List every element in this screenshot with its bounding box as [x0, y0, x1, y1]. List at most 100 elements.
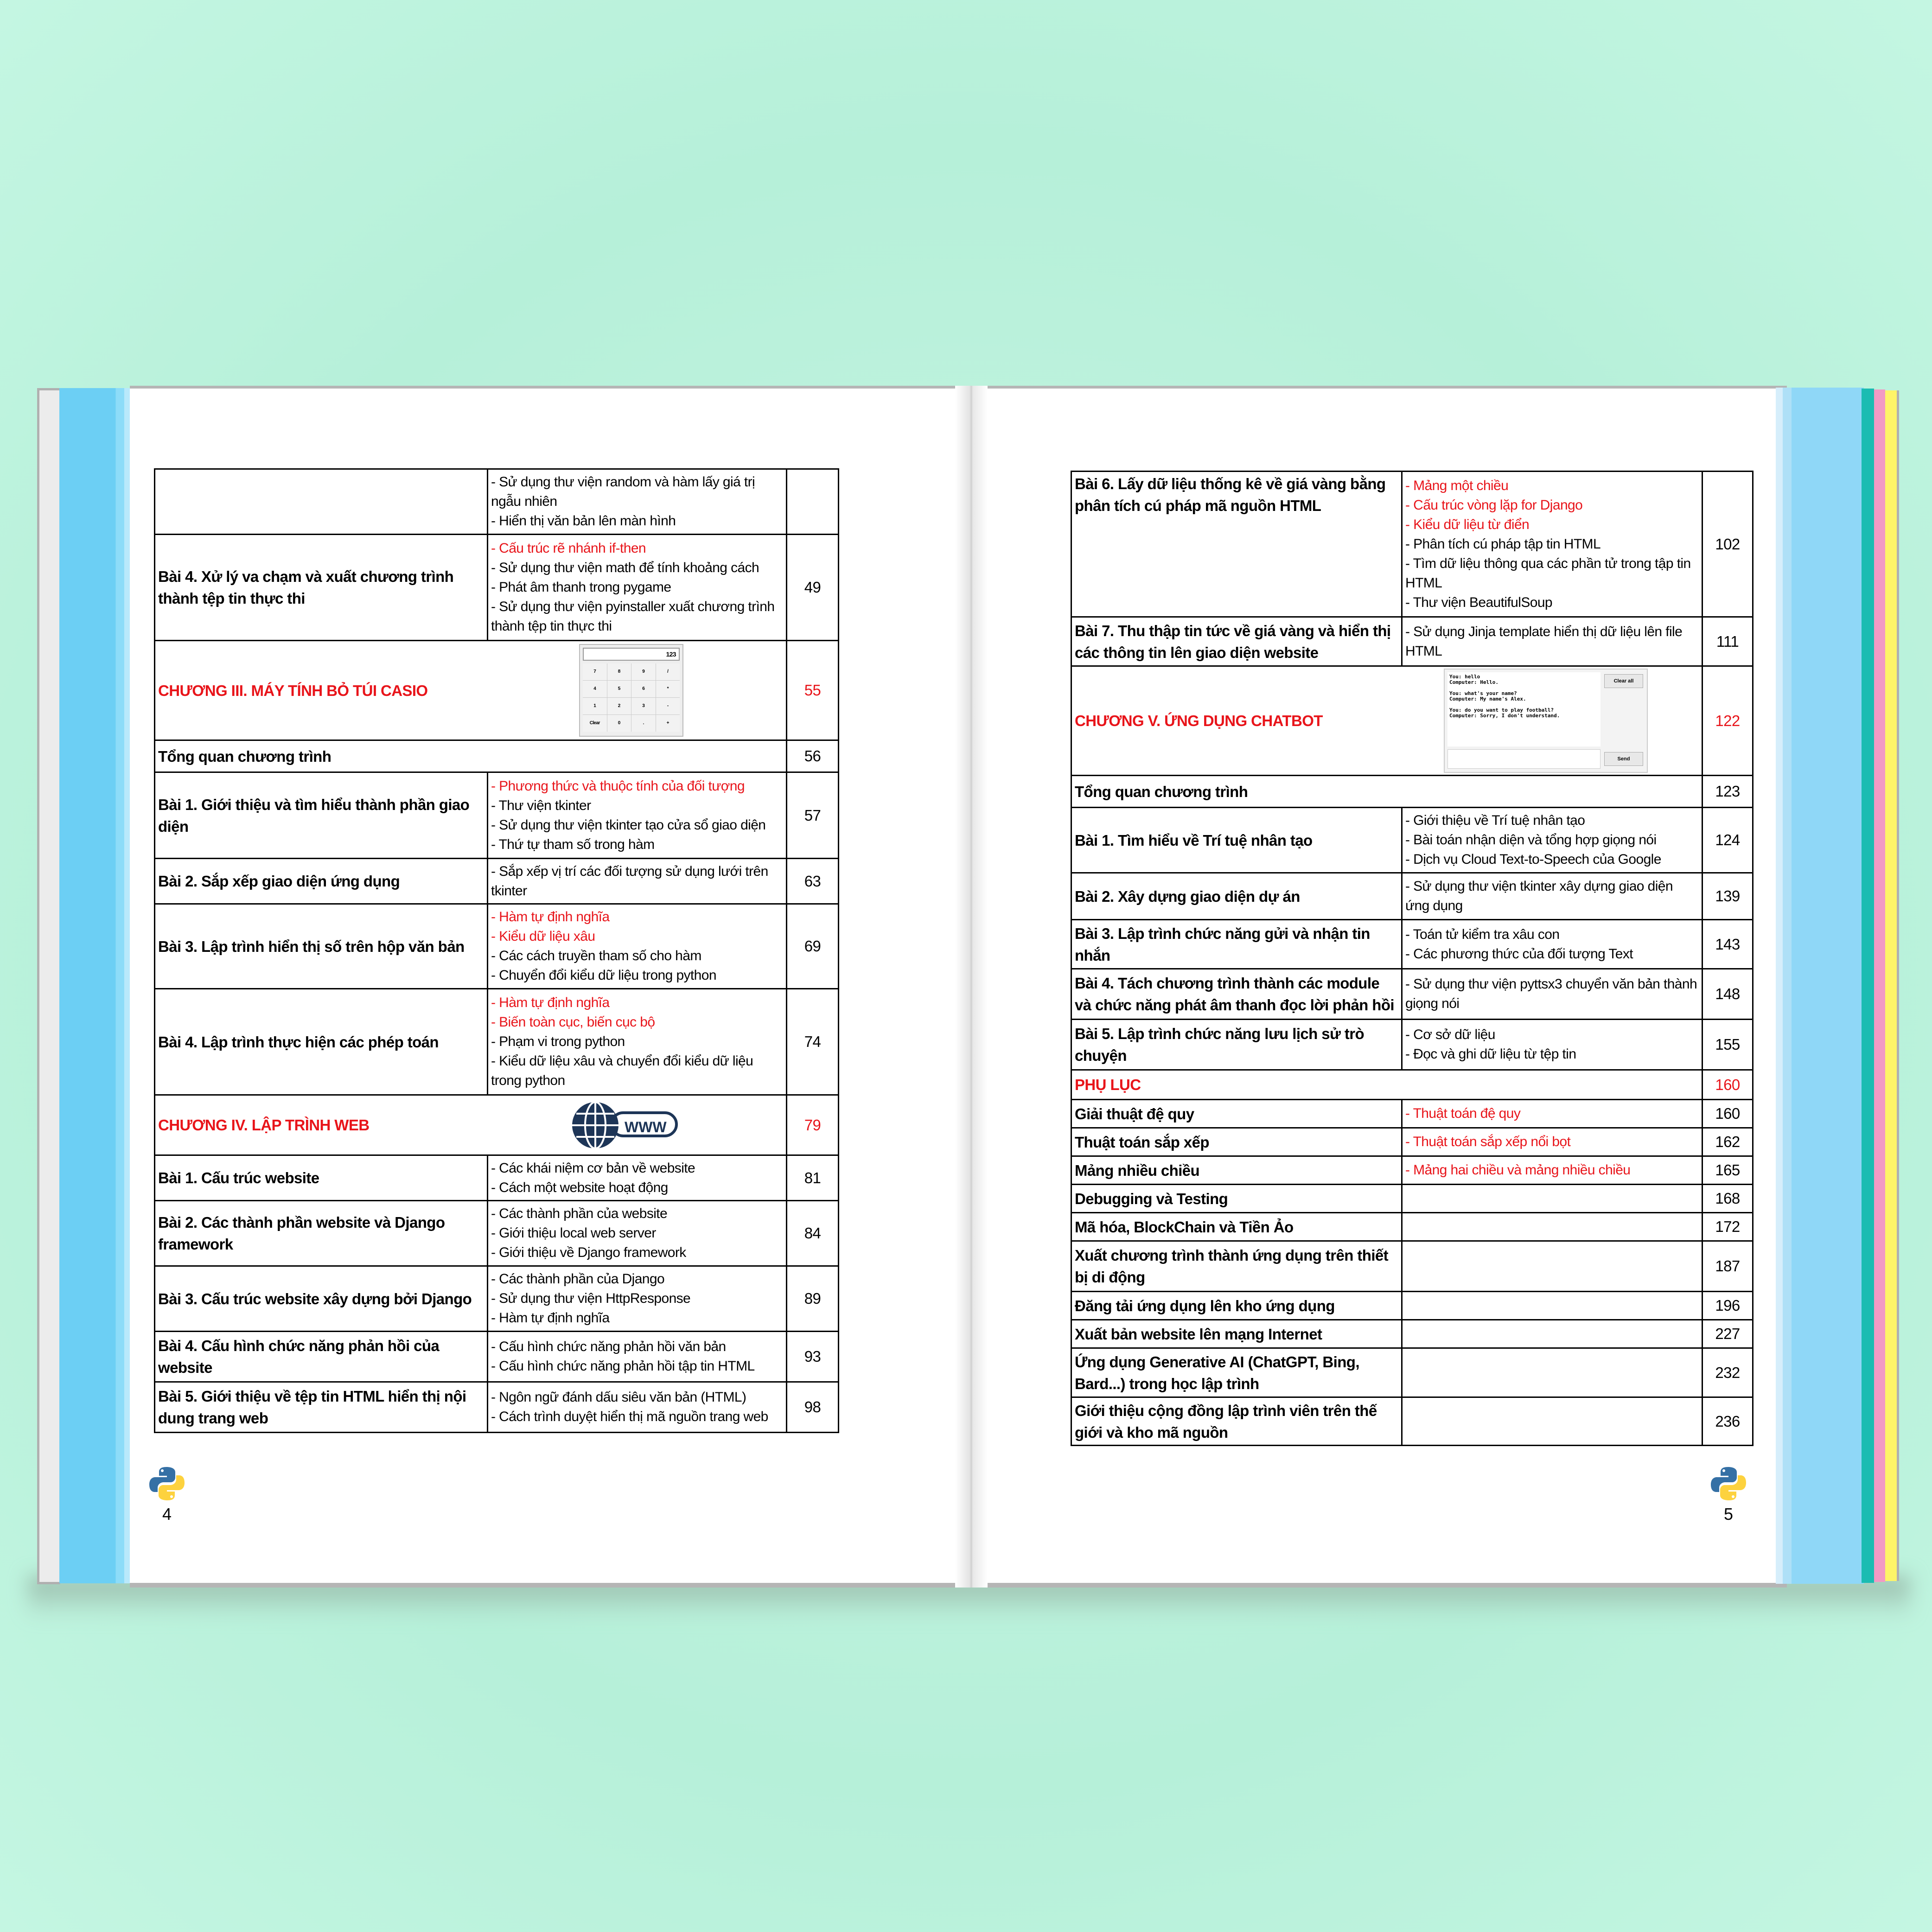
chapter-title-cell: CHƯƠNG III. MÁY TÍNH BỎ TÚI CASIO 123 7 8 9/… [154, 640, 787, 741]
toc-row: - Sử dụng thư viện random và hàm lấy giá… [154, 468, 839, 535]
topic-item: - Phát âm thanh trong pygame [491, 580, 671, 595]
lesson-title-cell: Bài 6. Lấy dữ liệu thống kê về giá vàng … [1071, 471, 1403, 618]
chapter-row-content: CHƯƠNG IV. LẬP TRÌNH WEB WWW [158, 1100, 783, 1151]
lesson-topics-cell [1401, 1319, 1703, 1349]
topic-item: - Bài toán nhận diện và tổng hợp giọng n… [1405, 832, 1657, 848]
calculator-key: 4 [583, 681, 607, 697]
lesson-title: Bài 3. Lập trình chức năng gửi và nhận t… [1075, 925, 1370, 964]
chapter-title: CHƯƠNG III. MÁY TÍNH BỎ TÚI CASIO [158, 682, 428, 699]
lesson-title-cell: Bài 4. Xử lý va chạm và xuất chương trìn… [154, 534, 488, 641]
lesson-topics-cell: - Toán tử kiểm tra xâu con - Các phương t… [1401, 919, 1703, 969]
lesson-title-cell: Bài 2. Sắp xếp giao diện ứng dụng [154, 858, 488, 905]
clear-all-button: Clear all [1604, 674, 1643, 688]
topic-item: - Phân tích cú pháp tập tin HTML [1405, 536, 1601, 552]
lesson-title: Ứng dụng Generative AI (ChatGPT, Bing, B… [1075, 1353, 1359, 1392]
lesson-title: Giới thiệu cộng đồng lập trình viên trên… [1075, 1402, 1377, 1441]
topic-item: - Các khái niệm cơ bản về website [491, 1160, 695, 1176]
topic-item: - Các thành phần của Django [491, 1271, 665, 1287]
lesson-topics-cell: - Các thành phần của Django - Sử dụng thư… [487, 1265, 787, 1332]
chapter-title: PHỤ LỤC [1075, 1076, 1141, 1093]
chapter-title-cell: CHƯƠNG V. ỨNG DỤNG CHATBOT You: hello Comp… [1071, 665, 1703, 776]
page-number-cell: 89 [786, 1265, 839, 1332]
lesson-title: Mã hóa, BlockChain và Tiền Ảo [1075, 1218, 1294, 1236]
page-number-cell: 148 [1702, 968, 1753, 1020]
lesson-title: Thuật toán sắp xếp [1075, 1133, 1210, 1151]
lesson-title-cell [154, 468, 488, 535]
lesson-title: Tổng quan chương trình [1075, 783, 1248, 800]
topic-item: - Chuyển đổi kiểu dữ liệu trong python [491, 968, 717, 983]
chapter-row-content: CHƯƠNG III. MÁY TÍNH BỎ TÚI CASIO 123 7 8 9/… [158, 644, 783, 737]
toc-row: Xuất chương trình thành ứng dụng trên th… [1071, 1240, 1753, 1292]
page-number-cell: 155 [1702, 1019, 1753, 1071]
page-number-cell: 122 [1702, 665, 1753, 776]
right-toc-table: Bài 6. Lấy dữ liệu thống kê về giá vàng … [1071, 471, 1753, 1446]
lesson-title: Bài 7. Thu thập tin tức về giá vàng và h… [1075, 622, 1391, 661]
topic-item: - Toán tử kiểm tra xâu con [1405, 926, 1560, 942]
page-number-cell: 63 [786, 858, 839, 905]
left-page-footer: 4 [148, 1465, 185, 1524]
toc-row: Bài 3. Lập trình chức năng gửi và nhận t… [1071, 919, 1753, 969]
lesson-title-cell: Tổng quan chương trình [1071, 775, 1703, 808]
topic-item: - Sử dụng thư viện math để tính khoảng c… [491, 560, 759, 575]
toc-row: Bài 1. Cấu trúc website - Các khái niệm c… [154, 1154, 839, 1201]
lesson-title-cell: Giải thuật đệ quy [1071, 1099, 1403, 1129]
calculator-key: 6 [631, 681, 656, 697]
page-number-cell: 84 [786, 1200, 839, 1267]
yellow-page-edge [1885, 390, 1899, 1581]
topic-item: - Kiểu dữ liệu xâu [491, 929, 595, 944]
topic-item: - Cấu hình chức năng phản hồi văn bản [491, 1339, 726, 1354]
lesson-title: Bài 1. Giới thiệu và tìm hiểu thành phần… [158, 796, 470, 835]
calculator-illustration: 123 7 8 9/4 5 6 * 1 2 3- Clear 0. + [579, 644, 683, 737]
topic-item: - Hàm tự định nghĩa [491, 1310, 610, 1326]
toc-row: Bài 7. Thu thập tin tức về giá vàng và h… [1071, 616, 1753, 667]
book-gutter [955, 386, 988, 1588]
calculator-key: - [656, 698, 680, 714]
lesson-title-cell: Bài 4. Lập trình thực hiện các phép toán [154, 988, 488, 1096]
page-number-cell: 162 [1702, 1127, 1753, 1157]
toc-row: Bài 6. Lấy dữ liệu thống kê về giá vàng … [1071, 471, 1753, 618]
calculator-key: . [631, 715, 656, 732]
calculator-key: 3 [631, 698, 656, 714]
toc-row: Bài 5. Giới thiệu về tệp tin HTML hiển t… [154, 1381, 839, 1433]
topic-item: - Kiểu dữ liệu xâu và chuyển đổi kiểu dữ… [491, 1053, 753, 1088]
toc-row: Bài 3. Lập trình hiển thị số trên hộp vă… [154, 903, 839, 989]
left-cover-edge [37, 388, 60, 1584]
page-number-cell: 81 [786, 1154, 839, 1201]
lesson-title-cell: Bài 1. Cấu trúc website [154, 1154, 488, 1201]
lesson-topics-cell: - Ngôn ngữ đánh dấu siêu văn bản (HTML) -… [487, 1381, 787, 1433]
lesson-title: Bài 1. Cấu trúc website [158, 1169, 319, 1186]
lesson-title-cell: Bài 3. Lập trình chức năng gửi và nhận t… [1071, 919, 1403, 969]
topic-item: - Phạm vi trong python [491, 1034, 625, 1049]
lesson-title-cell: Mảng nhiều chiều [1071, 1155, 1403, 1185]
topic-item: - Giới thiệu local web server [491, 1225, 656, 1241]
lesson-topics-cell: - Cơ sở dữ liệu - Đọc và ghi dữ liệu từ t… [1401, 1019, 1703, 1071]
topic-item: - Hàm tự định nghĩa [491, 995, 610, 1010]
lesson-topics-cell: - Mảng hai chiều và mảng nhiều chiều [1401, 1155, 1703, 1185]
lesson-topics-cell: - Các thành phần của website - Giới thiệu… [487, 1200, 787, 1267]
lesson-title: Bài 5. Lập trình chức năng lưu lịch sử t… [1075, 1025, 1365, 1064]
topic-item: - Đọc và ghi dữ liệu từ tệp tin [1405, 1046, 1576, 1062]
lesson-title-cell: Bài 1. Tìm hiểu về Trí tuệ nhân tạo [1071, 807, 1403, 874]
calculator-key: 2 [607, 698, 631, 714]
lesson-topics-cell: - Sử dụng Jinja template hiển thị dữ liệ… [1401, 616, 1703, 667]
lesson-title: Đăng tải ứng dụng lên kho ứng dụng [1075, 1297, 1335, 1314]
toc-row: Bài 2. Xây dựng giao diện dự án - Sử dụng… [1071, 872, 1753, 920]
topic-item: - Kiểu dữ liệu từ điển [1405, 516, 1530, 532]
topic-item: - Cơ sở dữ liệu [1405, 1027, 1495, 1042]
lesson-title: Mảng nhiều chiều [1075, 1161, 1200, 1179]
topic-item: - Cách trình duyệt hiển thị mã nguồn tra… [491, 1409, 768, 1424]
toc-row: Bài 4. Lập trình thực hiện các phép toán… [154, 988, 839, 1096]
lesson-topics-cell: - Mảng một chiều - Cấu trúc vòng lặp for … [1401, 471, 1703, 618]
lesson-topics-cell: - Sử dụng thư viện tkinter xây dựng giao… [1401, 872, 1703, 920]
page-number-cell: 56 [786, 740, 839, 773]
toc-row: Bài 4. Cấu hình chức năng phản hồi của w… [154, 1331, 839, 1383]
chapter-title: CHƯƠNG IV. LẬP TRÌNH WEB [158, 1116, 370, 1134]
topic-item: - Mảng một chiều [1405, 478, 1509, 493]
lesson-topics-cell [1401, 1212, 1703, 1242]
toc-row: Tổng quan chương trình 56 [154, 740, 839, 773]
page-number-cell: 98 [786, 1381, 839, 1433]
teal-page-edge [1862, 389, 1874, 1583]
lesson-title-cell: Debugging và Testing [1071, 1184, 1403, 1213]
chat-log: You: hello Computer: Hello. You: what's yo… [1447, 672, 1600, 746]
pink-page-edge [1874, 389, 1885, 1582]
